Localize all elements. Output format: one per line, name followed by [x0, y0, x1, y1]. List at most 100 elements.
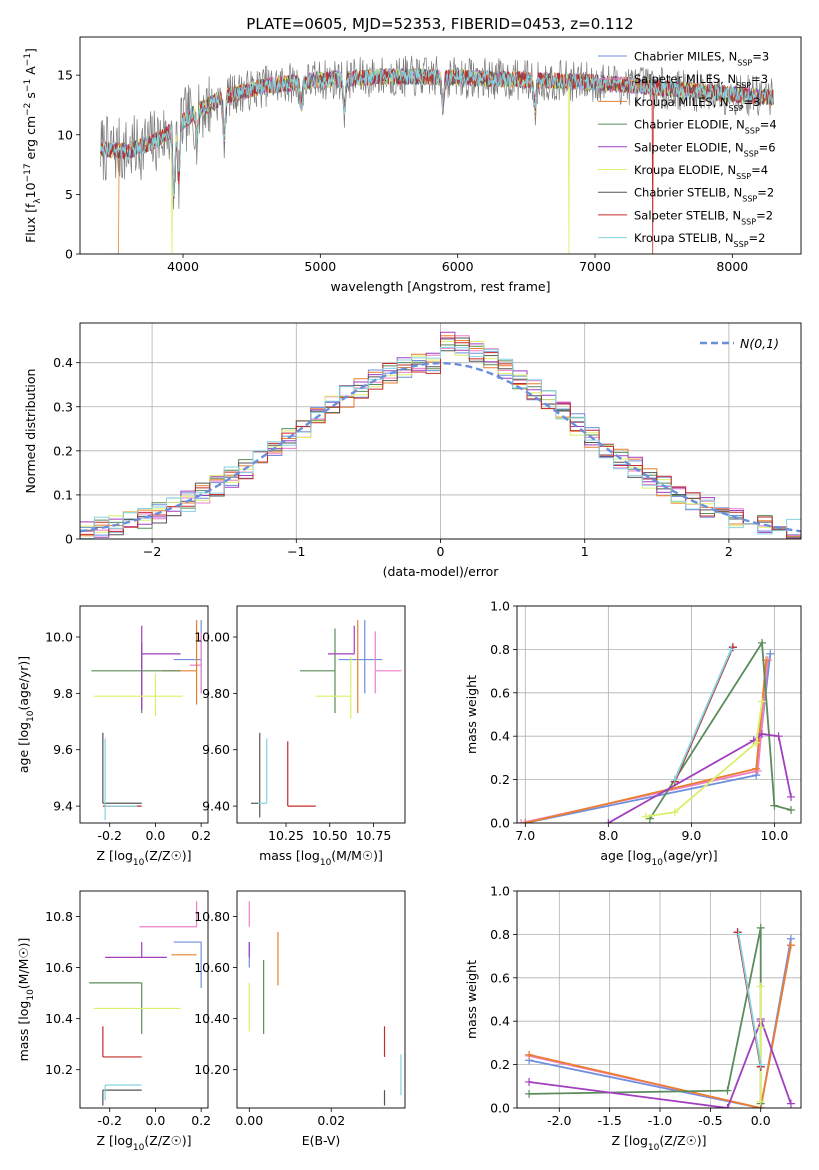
y-tick-label: 10.60 — [194, 960, 230, 975]
panel-residuals: −2 −1 0 1 2 0 0.1 0.2 0.3 0.4 (data-model)/error No… — [23, 322, 802, 579]
weight-marker — [774, 732, 783, 741]
weight-line-kroupa-stelib — [737, 934, 762, 1065]
x-tick-label: 0.0 — [145, 1113, 165, 1128]
panel-age_vs_mass: 10.25 10.50 10.75 9.40 9.60 9.80 10.00 mass [lo… — [194, 605, 406, 868]
y-tick-label: 1.0 — [490, 599, 510, 614]
y-tick-label: 0.4 — [53, 355, 73, 370]
x-tick-label: 1 — [581, 544, 589, 559]
spectrum-legend: Chabrier MILES, NSSP=3 Salpeter MILES, NS… — [598, 50, 777, 249]
weight-marker — [756, 1060, 765, 1069]
axes-frame — [79, 605, 209, 824]
legend-entry: Kroupa MILES, NSSP=3 — [634, 95, 760, 113]
weight-marker — [787, 792, 796, 801]
weight-marker — [521, 819, 530, 823]
x-tick-label: -0.5 — [698, 1113, 722, 1128]
x-tick-label: -1.5 — [597, 1113, 621, 1128]
legend-entry: Chabrier MILES, NSSP=3 — [634, 50, 769, 68]
y-tick-label: 9.80 — [202, 686, 230, 701]
weight-marker — [752, 738, 761, 747]
plot-area — [100, 55, 774, 254]
errorbar-point — [328, 625, 355, 655]
axes-frame — [79, 36, 802, 255]
x-tick-label: 2 — [725, 544, 733, 559]
y-tick-label: 5 — [65, 187, 73, 202]
y-tick-label: 15 — [57, 68, 73, 83]
weight-marker — [525, 1050, 534, 1059]
plot-area — [91, 620, 202, 821]
weight-marker — [786, 1099, 795, 1108]
panel-weight_vs_age: 7.0 8.0 9.0 10.0 0.0 0.2 0.4 0.6 0.8 1.0 age [log1… — [464, 599, 802, 868]
y-tick-label: 0.0 — [490, 1101, 510, 1116]
x-tick-label: 10.75 — [356, 828, 392, 843]
axes-frame — [516, 890, 802, 1109]
legend-entry: Chabrier STELIB, NSSP=2 — [634, 186, 774, 204]
errorbar-point — [93, 673, 183, 716]
spectrum-model-kroupa-stelib — [100, 67, 774, 197]
axes-frame — [79, 890, 209, 1109]
legend-entry: Kroupa ELODIE, NSSP=4 — [634, 163, 768, 181]
weight-marker — [525, 1089, 534, 1098]
plot-area — [89, 901, 202, 1106]
y-axis-label: Flux [fλ10−17 erg cm−2 s−1 A−1] — [23, 48, 43, 243]
x-tick-label: 0.2 — [191, 1113, 211, 1128]
weight-marker — [727, 645, 736, 654]
y-tick-label: 10.2 — [45, 1062, 73, 1077]
y-tick-label: 10 — [57, 127, 73, 142]
weight-marker — [766, 649, 775, 658]
x-tick-label: 0.0 — [751, 1113, 771, 1128]
y-axis-label: mass weight — [464, 675, 479, 754]
x-tick-label: −2 — [143, 544, 161, 559]
x-tick-label: 0.00 — [235, 1113, 263, 1128]
x-axis-label: mass [log10(M/M☉)] — [259, 848, 383, 868]
errorbar-point — [104, 738, 138, 821]
normal-curve — [80, 361, 801, 533]
figure-title: PLATE=0605, MJD=52353, FIBERID=0453, z=0… — [246, 15, 633, 33]
y-tick-label: 0.1 — [53, 487, 73, 502]
weight-marker — [756, 923, 765, 932]
x-axis-label: Z [log10(Z/Z☉)] — [96, 848, 191, 868]
errorbar-point — [189, 631, 202, 694]
legend-entry: Salpeter STELIB, NSSP=2 — [634, 208, 773, 226]
errorbar-point — [102, 1089, 142, 1106]
errorbar-point — [139, 901, 198, 928]
weight-marker — [734, 930, 743, 939]
errorbar-point — [173, 941, 202, 989]
errorbar-point — [374, 631, 402, 694]
x-tick-label: -0.2 — [98, 828, 122, 843]
axes-frame — [79, 322, 802, 540]
legend-entry: Kroupa STELIB, NSSP=2 — [634, 231, 765, 249]
x-tick-label: 8.0 — [598, 828, 618, 843]
weight-line-kroupa-miles — [528, 945, 792, 1108]
weight-marker — [756, 1097, 765, 1106]
plot-area — [525, 923, 795, 1108]
weight-marker — [670, 775, 679, 784]
y-tick-label: 0.0 — [490, 816, 510, 831]
y-tick-label: 0 — [65, 532, 73, 547]
x-axis-label: age [log10(age/yr)] — [600, 848, 717, 868]
axes-frame — [236, 890, 406, 1109]
y-tick-label: 0.2 — [53, 443, 73, 458]
y-tick-label: 0.4 — [490, 729, 510, 744]
weight-marker — [756, 982, 765, 991]
errorbar-point — [315, 656, 352, 719]
y-axis-label: age [log10(age/yr)] — [16, 656, 36, 773]
x-tick-label: 0.02 — [317, 1113, 345, 1128]
x-tick-label: 0 — [437, 544, 445, 559]
panel-mass_vs_ebv: 0.00 0.02 10.20 10.40 10.60 10.80 E(B-V) — [194, 890, 406, 1148]
weight-marker — [786, 941, 795, 950]
errorbar-point — [104, 1084, 142, 1101]
residual-histogram-kroupa-stelib — [80, 346, 801, 539]
weight-marker — [757, 638, 766, 647]
weight-marker — [723, 1104, 732, 1108]
weight-marker — [723, 1086, 732, 1095]
panel-age_vs_Z: -0.2 0.0 0.2 9.4 9.6 9.8 10.0 Z [log10(Z/Z☉)] ag… — [16, 605, 211, 868]
y-tick-label: 10.20 — [194, 1062, 230, 1077]
weight-marker — [604, 819, 613, 823]
weight-marker — [770, 801, 779, 810]
axes-frame — [236, 605, 406, 824]
weight-line-kroupa-stelib — [673, 649, 733, 780]
x-tick-label: 0.2 — [191, 828, 211, 843]
weight-marker — [641, 812, 650, 821]
weight-line-kroupa-elodie — [645, 701, 763, 818]
y-tick-label: 0.8 — [490, 927, 510, 942]
